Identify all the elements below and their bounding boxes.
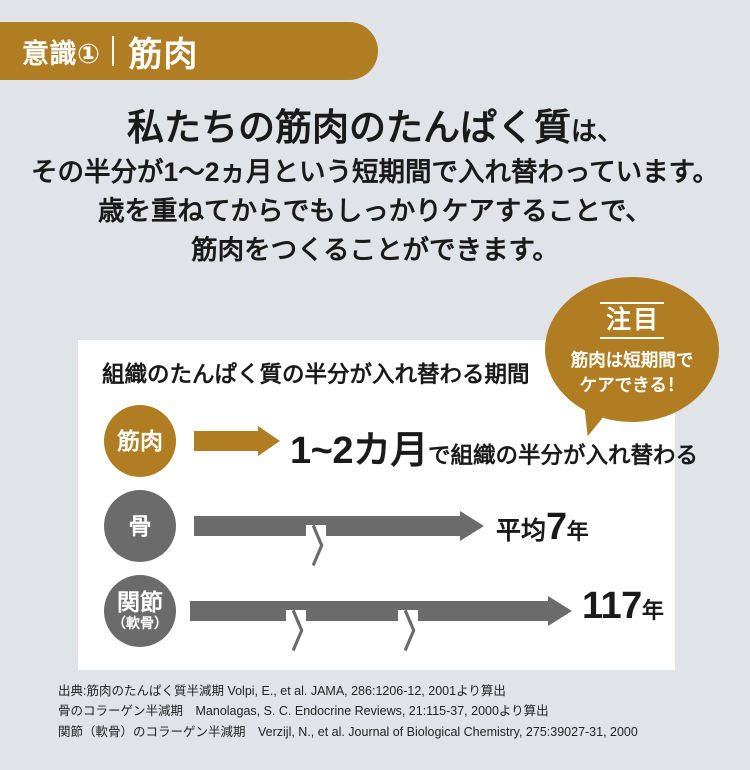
row-arrow-bone: 〉 xyxy=(194,511,484,572)
heading-particle: は、 xyxy=(570,116,623,146)
row-value-unit: 年 xyxy=(641,598,664,623)
heading-line-1: 私たちの筋肉のたんぱく質は、 xyxy=(0,104,750,153)
callout-bubble: 注目 筋肉は短期間で ケアできる！ xyxy=(545,277,719,422)
callout-body: 筋肉は短期間で ケアできる！ xyxy=(571,348,694,396)
row-value-unit: 年 xyxy=(566,519,589,544)
arrow-shaft xyxy=(194,431,258,451)
row-value-number: 7 xyxy=(546,506,567,548)
arrow-head xyxy=(258,426,280,456)
row-badge-label: 関節 xyxy=(117,589,163,616)
heading-line-2: その半分が1〜2ヵ月という短期間で入れ替わっています。 xyxy=(30,156,719,187)
arrow-shaft xyxy=(190,601,548,621)
arrow-head xyxy=(460,511,484,541)
page-heading: 私たちの筋肉のたんぱく質は、 その半分が1〜2ヵ月という短期間で入れ替わっていま… xyxy=(0,104,750,270)
arrow-break-mark: 〉 xyxy=(306,524,340,572)
arrow-break-mark: 〉 xyxy=(286,609,320,657)
banner-divider xyxy=(112,36,115,66)
row-value-number: 1~2カ月 xyxy=(290,430,428,472)
arrow-head xyxy=(548,596,572,626)
heading-line-4: 筋肉をつくることができます。 xyxy=(191,235,559,266)
heading-emphasis: 私たちの筋肉のたんぱく質 xyxy=(126,107,571,148)
chart-row-joint: 関節 （軟骨） 〉 〉 117年 xyxy=(78,575,675,657)
row-arrow-muscle xyxy=(194,426,280,456)
banner-section-title: 筋肉 xyxy=(128,35,199,74)
chart-row-muscle: 筋肉 1~2カ月で組織の半分が入れ替わる xyxy=(78,405,698,483)
source-citations: 出典:筋肉のたんぱく質半減期 Volpi, E., et al. JAMA, 2… xyxy=(58,681,638,742)
row-badge-label: 骨 xyxy=(128,512,152,539)
section-header-banner: 意識① 筋肉 xyxy=(0,22,378,80)
chart-title: 組織のたんぱく質の半分が入れ替わる期間 xyxy=(102,362,530,387)
banner-section-number: 意識① xyxy=(22,38,101,69)
source-line-3: 関節（軟骨）のコラーゲン半減期 Verzijl, N., et al. Jour… xyxy=(58,724,638,739)
callout-body-line-1: 筋肉は短期間で xyxy=(570,350,694,371)
row-value-muscle: 1~2カ月で組織の半分が入れ替わる xyxy=(290,419,698,474)
source-line-2: 骨のコラーゲン半減期 Manolagas, S. C. Endocrine Re… xyxy=(58,704,549,719)
row-arrow-joint: 〉 〉 xyxy=(190,596,572,657)
row-value-number: 117 xyxy=(582,585,642,627)
source-line-1: 出典:筋肉のたんぱく質半減期 Volpi, E., et al. JAMA, 2… xyxy=(58,684,506,698)
arrow-shaft xyxy=(194,516,460,536)
row-badge-sublabel: （軟骨） xyxy=(112,615,168,632)
callout-title: 注目 xyxy=(599,302,664,340)
row-value-prefix: 平均 xyxy=(496,517,547,545)
row-badge-muscle: 筋肉 xyxy=(104,405,176,477)
row-badge-label: 筋肉 xyxy=(117,427,163,454)
callout-body-line-2: ケアできる！ xyxy=(579,374,685,395)
row-value-bone: 平均7年 xyxy=(496,506,589,549)
row-badge-joint: 関節 （軟骨） xyxy=(104,575,176,647)
heading-line-3: 歳を重ねてからでもしっかりケアすることで、 xyxy=(98,196,652,227)
row-value-description: で組織の半分が入れ替わる xyxy=(427,443,698,468)
arrow-break-mark: 〉 xyxy=(398,609,432,657)
row-value-joint: 117年 xyxy=(582,585,664,628)
chart-row-bone: 骨 〉 平均7年 xyxy=(78,490,675,572)
row-badge-bone: 骨 xyxy=(104,490,176,562)
